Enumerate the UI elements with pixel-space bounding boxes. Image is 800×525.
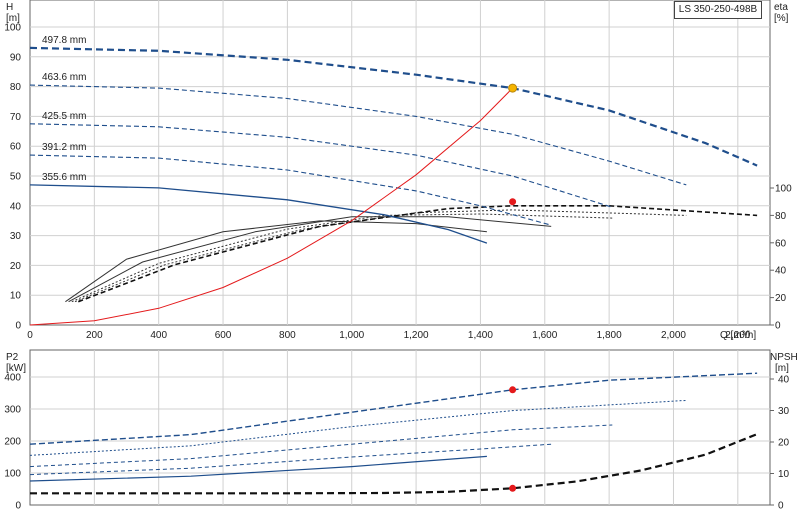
npsh-point-marker [509, 484, 517, 492]
p2-axis-tick-label: 400 [4, 373, 21, 384]
p2-axis-tick-label: 200 [4, 437, 21, 448]
h-axis-tick-label: 30 [10, 231, 22, 242]
head-curve [29, 154, 552, 226]
npsh-axis-tick-label: 40 [778, 375, 790, 386]
x-axis-label: Q [m³/h] [720, 330, 756, 341]
impeller-diameter-label: 425.5 mm [42, 111, 86, 122]
h-axis-unit: [m] [6, 13, 20, 24]
npsh-axis-tick-label: 10 [778, 469, 790, 480]
npsh-axis-unit: [m] [775, 363, 789, 374]
head-curve [29, 84, 687, 186]
h-axis-title: H [6, 2, 13, 13]
x-axis-tick-label: 600 [215, 330, 232, 341]
impeller-diameter-label: 463.6 mm [42, 72, 86, 83]
efficiency-curve [74, 209, 687, 303]
h-axis-tick-label: 90 [10, 52, 22, 63]
power-curve [29, 424, 613, 468]
efficiency-point-marker [509, 198, 517, 206]
x-axis-tick-label: 1,400 [468, 330, 493, 341]
x-axis-tick-label: 2,200 [725, 330, 750, 341]
npsh-axis-title: NPSH [770, 352, 798, 363]
x-axis-tick-label: 1,000 [339, 330, 364, 341]
p2-axis-title: P2 [6, 352, 19, 363]
impeller-diameter-label: 355.6 mm [42, 172, 86, 183]
npsh-axis-tick-label: 20 [778, 438, 790, 449]
x-axis-tick-label: 1,200 [404, 330, 429, 341]
h-axis-tick-label: 60 [10, 142, 22, 153]
h-axis-tick-label: 40 [10, 201, 22, 212]
efficiency-curve [71, 213, 613, 303]
eta-axis-tick-label: 40 [775, 266, 787, 277]
eta-axis-tick-label: 100 [775, 184, 792, 195]
top-plot-frame [29, 0, 771, 326]
h-axis-tick-label: 70 [10, 112, 22, 123]
eta-axis-tick-label: 0 [775, 321, 781, 332]
x-axis-tick-label: 1,800 [597, 330, 622, 341]
eta-axis-title: eta [774, 2, 788, 13]
x-axis-tick-label: 1,600 [532, 330, 557, 341]
impeller-diameter-label: 391.2 mm [42, 142, 86, 153]
eta-axis-unit: [%] [774, 13, 789, 24]
power-curve [29, 443, 552, 476]
eta-axis-tick-label: 60 [775, 238, 787, 249]
x-axis-tick-label: 200 [86, 330, 103, 341]
model-label: LS 350-250-498B [674, 1, 762, 19]
h-axis-tick-label: 100 [4, 23, 21, 34]
impeller-diameter-label: 497.8 mm [42, 35, 86, 46]
x-axis-tick-label: 0 [27, 330, 33, 341]
head-curve [29, 184, 488, 244]
npsh-axis-tick-label: 30 [778, 406, 790, 417]
power-curve [29, 455, 487, 482]
x-axis-tick-label: 2,000 [661, 330, 686, 341]
npsh-curve [30, 433, 758, 495]
p2-axis-unit: [kW] [6, 363, 26, 374]
eta-axis-tick-label: 80 [775, 211, 787, 222]
duty-point-marker [508, 83, 518, 93]
power-point-marker [509, 386, 517, 394]
bottom-plot-frame [29, 349, 771, 506]
system-curve [29, 87, 513, 326]
p2-axis-tick-label: 300 [4, 405, 21, 416]
h-axis-tick-label: 20 [10, 261, 22, 272]
npsh-axis-tick-label: 0 [778, 501, 784, 512]
h-axis-tick-label: 50 [10, 172, 22, 183]
power-curve [29, 372, 758, 445]
h-axis-tick-label: 80 [10, 82, 22, 93]
h-axis-tick-label: 10 [10, 291, 22, 302]
h-axis-tick-label: 0 [15, 321, 21, 332]
p2-axis-tick-label: 0 [15, 501, 21, 512]
p2-axis-tick-label: 100 [4, 469, 21, 480]
x-axis-tick-label: 800 [279, 330, 296, 341]
eta-axis-tick-label: 20 [775, 293, 787, 304]
efficiency-curve [68, 216, 552, 303]
head-curve [29, 123, 613, 208]
x-axis-tick-label: 400 [150, 330, 167, 341]
